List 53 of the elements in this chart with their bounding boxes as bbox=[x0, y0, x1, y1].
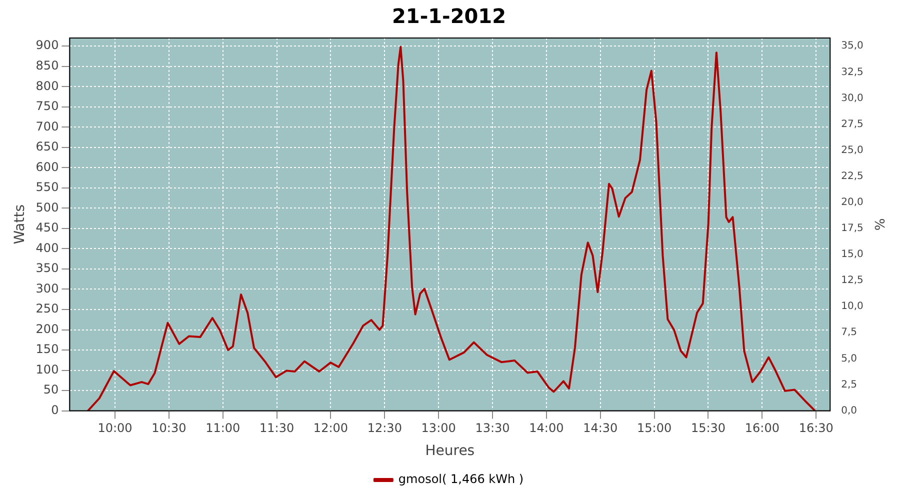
y2-tick-label: 17,5 bbox=[841, 223, 864, 234]
x-tick-label: 16:30 bbox=[798, 421, 834, 436]
y-tick-label: 500 bbox=[36, 200, 59, 214]
y-tick-label: 250 bbox=[36, 302, 59, 316]
y-tick-label: 850 bbox=[36, 58, 59, 72]
y-tick-label: 100 bbox=[36, 362, 59, 376]
chart-title: 21-1-2012 bbox=[392, 4, 506, 28]
y2-tick-label: 12,5 bbox=[841, 275, 864, 286]
y-tick-label: 350 bbox=[36, 261, 59, 276]
y-tick-label: 300 bbox=[36, 281, 59, 296]
x-tick-label: 14:00 bbox=[529, 421, 564, 436]
y2-tick-label: 35,0 bbox=[841, 40, 864, 52]
y2-tick-label: 22,5 bbox=[841, 170, 864, 182]
x-axis-title: Heures bbox=[425, 443, 475, 460]
legend-label: gmosol( 1,466 kWh ) bbox=[398, 472, 524, 486]
x-tick-label: 11:30 bbox=[260, 421, 294, 436]
x-tick-label: 16:00 bbox=[744, 421, 780, 436]
y2-tick-label: 20,0 bbox=[841, 197, 864, 208]
y2-tick-label: 25,0 bbox=[841, 144, 864, 156]
y-tick-label: 400 bbox=[36, 240, 59, 255]
y-tick-label: 600 bbox=[36, 160, 59, 174]
y-tick-label: 650 bbox=[36, 140, 59, 154]
x-tick-label: 14:30 bbox=[583, 421, 618, 436]
y-tick-label: 750 bbox=[36, 99, 59, 114]
x-tick-label: 15:30 bbox=[690, 421, 726, 436]
y-tick-label: 50 bbox=[43, 382, 59, 397]
y-tick-label: 700 bbox=[36, 119, 59, 134]
y2-tick-label: 7,5 bbox=[841, 327, 858, 338]
x-tick-label: 12:30 bbox=[367, 421, 402, 436]
y-tick-label: 550 bbox=[36, 180, 59, 194]
y2-tick-label: 10,0 bbox=[841, 301, 864, 312]
y2-tick-label: 27,5 bbox=[841, 118, 864, 130]
y2-tick-label: 15,0 bbox=[841, 249, 864, 260]
y-tick-label: 800 bbox=[36, 78, 59, 93]
y-tick-label: 150 bbox=[36, 342, 59, 356]
x-tick-label: 10:30 bbox=[152, 421, 186, 436]
y2-tick-label: 2,5 bbox=[841, 379, 858, 390]
y-tick-label: 450 bbox=[36, 220, 59, 235]
x-tick-label: 12:00 bbox=[313, 421, 348, 436]
y2-tick-label: 32,5 bbox=[841, 66, 864, 78]
x-tick-label: 11:00 bbox=[206, 421, 240, 436]
y-axis-title: Watts bbox=[12, 204, 28, 244]
y2-axis-title: % bbox=[870, 218, 886, 231]
y2-tick-label: 30,0 bbox=[841, 92, 864, 104]
y-tick-label: 0 bbox=[51, 402, 59, 417]
x-tick-label: 13:30 bbox=[475, 421, 510, 436]
y2-tick-label: 0,0 bbox=[841, 405, 858, 416]
y-tick-label: 200 bbox=[36, 322, 59, 336]
y2-tick-label: 5,0 bbox=[841, 353, 858, 364]
x-tick-label: 15:00 bbox=[637, 421, 672, 436]
x-tick-label: 10:00 bbox=[98, 421, 132, 436]
y-tick-label: 900 bbox=[36, 38, 59, 52]
x-tick-label: 13:00 bbox=[421, 421, 456, 436]
